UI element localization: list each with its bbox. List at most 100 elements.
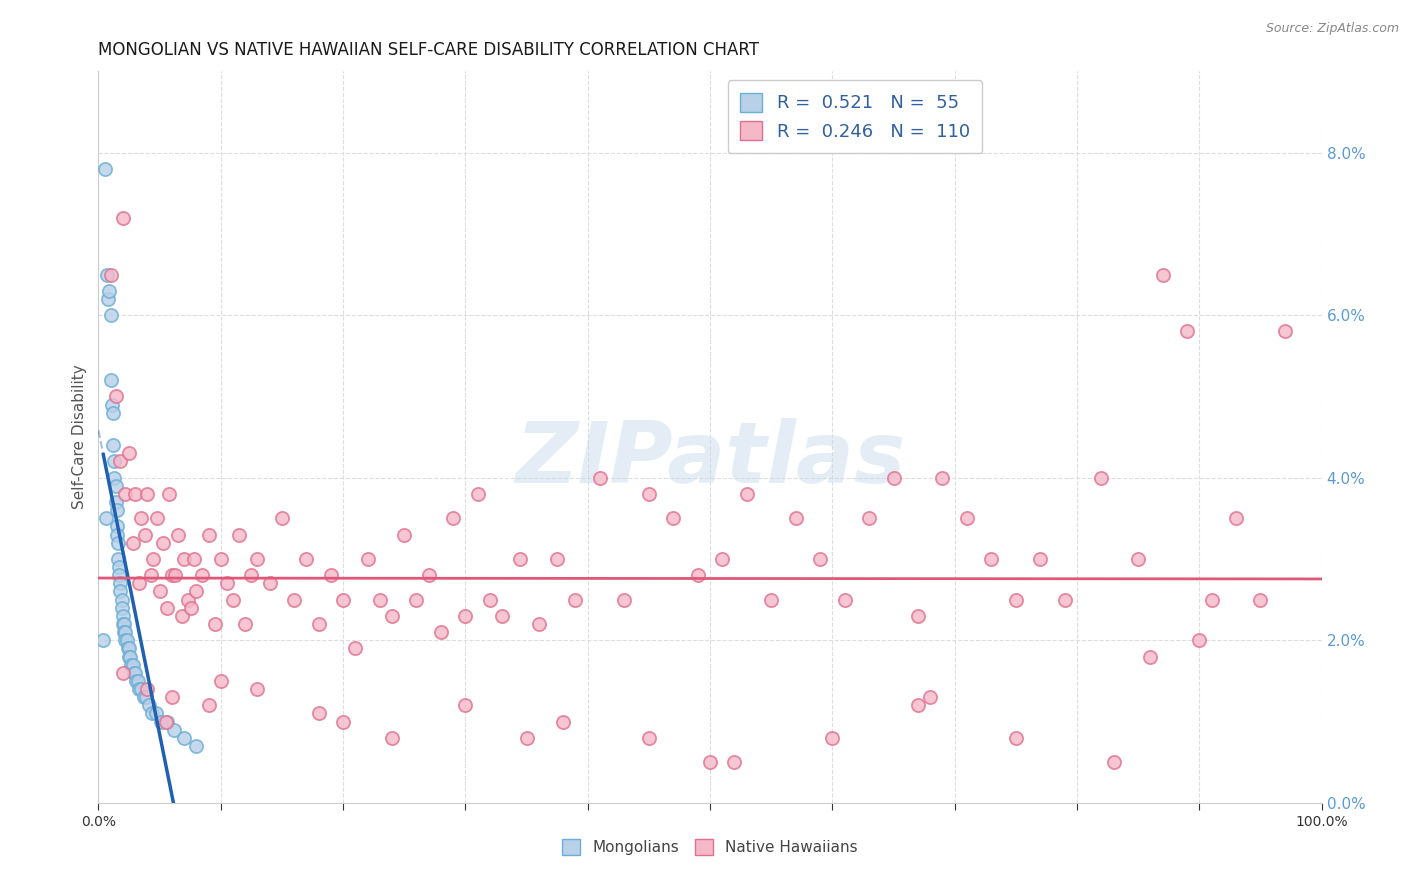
Point — [167, 527, 190, 541]
Point — [128, 576, 150, 591]
Point — [105, 519, 128, 533]
Point — [97, 292, 120, 306]
Point — [332, 714, 354, 729]
Point — [381, 608, 404, 623]
Point — [761, 592, 783, 607]
Point — [132, 690, 155, 705]
Point — [93, 161, 115, 176]
Point — [170, 608, 193, 623]
Point — [108, 568, 131, 582]
Point — [662, 511, 685, 525]
Point — [270, 511, 294, 525]
Point — [191, 568, 214, 582]
Point — [127, 673, 149, 688]
Point — [1004, 592, 1026, 607]
Point — [100, 373, 122, 387]
Point — [129, 681, 152, 696]
Point — [124, 487, 146, 501]
Point — [138, 698, 160, 713]
Point — [112, 617, 135, 632]
Point — [295, 552, 318, 566]
Point — [104, 389, 127, 403]
Point — [1249, 592, 1271, 607]
Point — [111, 592, 134, 607]
Point — [308, 617, 330, 632]
Point — [956, 511, 979, 525]
Point — [381, 731, 404, 745]
Point — [129, 511, 152, 525]
Point — [103, 454, 125, 468]
Point — [110, 584, 132, 599]
Point — [1029, 552, 1052, 566]
Point — [418, 568, 440, 582]
Point — [405, 592, 427, 607]
Point — [1090, 471, 1112, 485]
Point — [160, 568, 183, 582]
Point — [711, 552, 734, 566]
Point — [1175, 325, 1198, 339]
Point — [110, 454, 132, 468]
Point — [114, 487, 136, 501]
Point — [135, 690, 157, 705]
Point — [1225, 511, 1247, 525]
Point — [107, 535, 129, 549]
Point — [527, 617, 550, 632]
Point — [699, 755, 721, 769]
Point — [139, 568, 162, 582]
Point — [125, 673, 148, 688]
Point — [283, 592, 305, 607]
Point — [114, 633, 136, 648]
Point — [111, 211, 134, 225]
Point — [107, 552, 129, 566]
Point — [553, 714, 575, 729]
Point — [117, 641, 139, 656]
Point — [808, 552, 831, 566]
Point — [101, 398, 124, 412]
Point — [491, 608, 513, 623]
Point — [546, 552, 568, 566]
Point — [160, 690, 183, 705]
Point — [209, 673, 232, 688]
Point — [105, 503, 128, 517]
Point — [246, 552, 269, 566]
Point — [111, 617, 134, 632]
Point — [240, 568, 263, 582]
Point — [100, 268, 122, 282]
Point — [589, 471, 612, 485]
Point — [114, 625, 136, 640]
Point — [509, 552, 531, 566]
Text: ZIPatlas: ZIPatlas — [515, 417, 905, 500]
Point — [368, 592, 391, 607]
Point — [1102, 755, 1125, 769]
Point — [121, 657, 143, 672]
Point — [1128, 552, 1150, 566]
Point — [118, 649, 141, 664]
Point — [111, 665, 134, 680]
Point — [105, 527, 128, 541]
Point — [134, 527, 156, 541]
Point — [392, 527, 416, 541]
Point — [980, 552, 1002, 566]
Point — [136, 487, 159, 501]
Point — [110, 576, 132, 591]
Point — [344, 641, 367, 656]
Point — [157, 487, 180, 501]
Point — [907, 608, 929, 623]
Point — [101, 406, 124, 420]
Point — [115, 633, 138, 648]
Point — [564, 592, 586, 607]
Point — [91, 633, 114, 648]
Point — [478, 592, 501, 607]
Legend: Mongolians, Native Hawaiians: Mongolians, Native Hawaiians — [555, 833, 865, 861]
Point — [121, 535, 143, 549]
Point — [821, 731, 844, 745]
Point — [467, 487, 489, 501]
Point — [103, 471, 125, 485]
Point — [1152, 268, 1174, 282]
Point — [120, 657, 142, 672]
Point — [118, 641, 141, 656]
Point — [94, 511, 117, 525]
Point — [1053, 592, 1076, 607]
Point — [149, 714, 172, 729]
Point — [638, 731, 661, 745]
